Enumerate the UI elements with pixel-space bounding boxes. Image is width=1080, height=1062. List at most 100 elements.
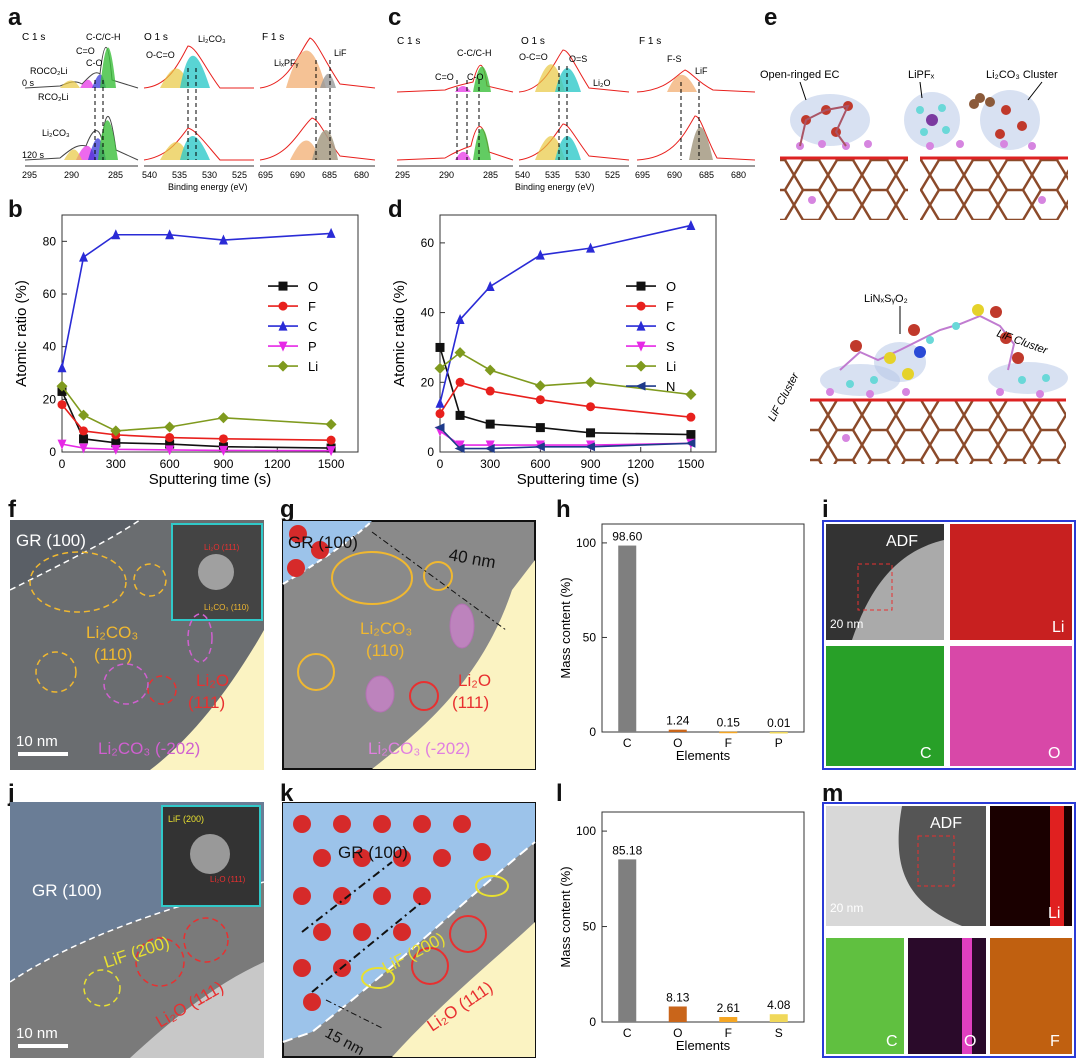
x-tick-label: 600 (160, 457, 180, 471)
bar-F (719, 1017, 738, 1022)
x-tick-label: 900 (213, 457, 233, 471)
series-line-O (439, 347, 691, 436)
plot-frame (439, 214, 717, 453)
xps-c-tick: 525 (605, 170, 620, 180)
xps-a-tick: 540 (142, 170, 157, 180)
chart-l: 0 50 100 85.18 C 8.13 O 2.61 F 4.08 S Elements Mass … (558, 811, 805, 1053)
series-line-P (61, 443, 332, 452)
panel-label-i: i (822, 496, 829, 523)
xps-a-f1s-title: F 1 s (262, 32, 284, 43)
y-tick-label: 40 (421, 306, 435, 320)
series-line-F (61, 404, 332, 441)
j-inset-label-2: Li₂O (111) (210, 875, 246, 884)
legend-label: P (308, 339, 317, 354)
xps-a-peak-li2co3-o: Li₂CO₃ (198, 34, 226, 44)
panel-label-m: m (822, 780, 844, 807)
data-point-C (79, 251, 89, 262)
m-tile-li: Li (1048, 905, 1060, 922)
tem-image-f: GR (100) Li₂CO₃ (110) Li₂O (111) Li₂CO₃ … (10, 520, 264, 770)
xps-c-peak-os: O=S (569, 54, 587, 64)
data-point-F (79, 426, 89, 436)
data-point-O (79, 434, 89, 444)
panel-label-f: f (8, 496, 16, 523)
label-lipfx: LiPFₓ (908, 69, 935, 81)
data-point-Li (110, 425, 122, 437)
x-tick-label: 0 (59, 457, 66, 471)
legend-label: C (666, 319, 675, 334)
data-point-P (111, 444, 121, 455)
y-tick-label: 0 (49, 445, 56, 459)
data-point-F (57, 400, 67, 410)
data-point-C (111, 229, 121, 240)
xps-a-c1s-title: C 1 s (22, 32, 45, 43)
xps-panel-c: C 1 s C-C/C-H C=O C-O 295 290 285 O 1 s … (395, 36, 756, 192)
schematic-panel-e: Open-ringed EC LiPFₓ Li₂CO₃ Cluster LiNₓ… (760, 69, 1068, 464)
data-point-O (686, 430, 696, 440)
y-axis-label: Mass content (%) (558, 866, 573, 967)
legend-marker (635, 360, 647, 372)
xps-c-tick: 530 (575, 170, 590, 180)
panel-label-j: j (8, 780, 15, 807)
y-tick-label: 0 (427, 445, 434, 459)
label-linxsyo2: LiNₓSᵧO₂ (864, 293, 908, 305)
xps-c-tick: 690 (667, 170, 682, 180)
data-point-P (218, 445, 228, 456)
g-label-gr: GR (100) (288, 533, 358, 552)
bar-O (668, 729, 687, 732)
y-tick-label: 60 (43, 287, 57, 301)
f-label-li2co3: Li₂CO₃ (86, 623, 138, 642)
legend-label: F (666, 299, 674, 314)
series-line-N (439, 427, 691, 450)
k-label-gr: GR (100) (338, 843, 408, 862)
data-point-Li (164, 421, 176, 433)
x-tick-label: 1200 (264, 457, 291, 471)
x-tick-label: 600 (530, 457, 550, 471)
legend-label: C (308, 319, 317, 334)
plot-frame (61, 214, 359, 453)
data-point-S (485, 440, 495, 451)
data-point-O (485, 419, 495, 429)
xps-c-tick: 295 (395, 170, 410, 180)
f-label-111: (111) (188, 693, 225, 712)
bar-F (719, 731, 738, 734)
xps-c-tick: 685 (699, 170, 714, 180)
data-point-Li (325, 418, 337, 430)
data-point-Li (78, 409, 90, 421)
data-point-N (585, 442, 596, 452)
bar-value-label: 0.01 (767, 716, 791, 730)
j-scale-bar: 10 nm (16, 1025, 58, 1042)
data-point-Li (534, 380, 546, 392)
schematic-k: GR (100) LiF (200) Li₂O (111) 15 nm (282, 802, 536, 1058)
y-tick-label: 100 (576, 536, 596, 550)
xps-c-peak-oco: O-C=O (519, 52, 548, 62)
chart-h: 0 50 100 98.60 C 1.24 O 0.15 F 0.01 P Elements Mass … (558, 523, 805, 763)
xps-c-peak-li2o: Li₂O (593, 78, 611, 88)
data-point-Li (217, 412, 229, 424)
data-point-F (165, 433, 175, 443)
data-point-O (165, 439, 175, 449)
y-tick-label: 50 (583, 630, 597, 644)
data-point-P (326, 446, 336, 457)
data-point-F (586, 402, 596, 412)
xps-c-peak-fs: F-S (667, 54, 682, 64)
legend-marker (278, 320, 288, 331)
legend-marker (636, 281, 646, 291)
plot-frame (601, 523, 805, 733)
x-axis-label: Elements (676, 1038, 731, 1053)
chart-b: 0 300 600 900 1200 1500 0 20 40 60 80 Sputtering ti… (13, 214, 359, 488)
legend-label: Li (308, 359, 318, 374)
xps-a-tick: 530 (202, 170, 217, 180)
data-point-N (685, 438, 696, 448)
label-open-ringed-ec: Open-ringed EC (760, 69, 840, 81)
i-tile-o: O (1048, 745, 1060, 762)
y-tick-label: 40 (43, 340, 57, 354)
data-point-N (434, 423, 445, 433)
data-point-C (455, 314, 465, 325)
xps-a-tick: 525 (232, 170, 247, 180)
xps-a-tick: 680 (354, 170, 369, 180)
xps-c-tick: 535 (545, 170, 560, 180)
data-point-F (455, 377, 465, 387)
x-tick-label: 0 (437, 457, 444, 471)
legend-marker (636, 320, 646, 331)
xps-c-tick: 285 (483, 170, 498, 180)
